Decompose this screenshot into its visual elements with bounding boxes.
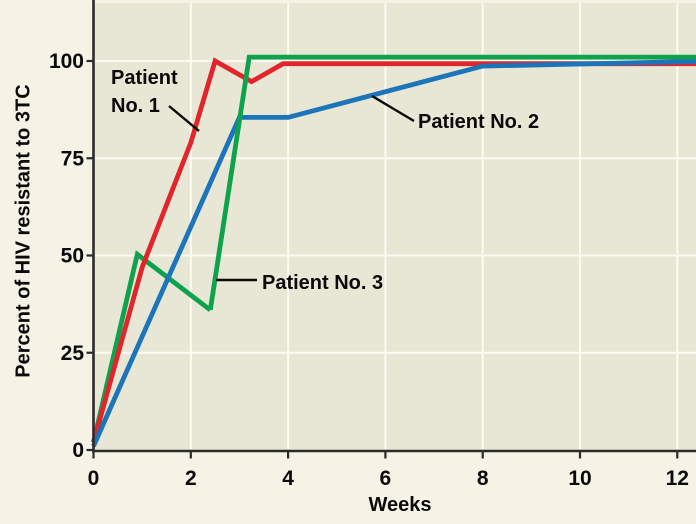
callout-line-2	[371, 94, 415, 123]
series-label-3: Patient No. 3	[262, 272, 384, 294]
y-axis-title: Percent of HIV resistant to 3TC	[12, 84, 35, 378]
x-tick-label: 2	[185, 467, 197, 490]
series-label-1: Patient No. 1	[111, 67, 178, 117]
y-tick-label: 100	[49, 50, 84, 73]
x-tick-label: 12	[666, 467, 689, 490]
series-line-patient-no-3	[207, 54, 696, 311]
x-axis-title: Weeks	[368, 494, 432, 516]
series-line-patient-no-2	[91, 59, 696, 448]
callout-line-1	[168, 105, 200, 132]
y-tick-label: 50	[61, 245, 84, 268]
y-tick-label: 0	[72, 439, 84, 462]
x-tick-label: 8	[477, 467, 489, 490]
series-line-patient-no-3	[91, 250, 212, 443]
plot-area	[94, 3, 696, 451]
x-tick-label: 6	[380, 467, 392, 490]
y-tick-label: 25	[61, 342, 85, 365]
series-line-patient-no-1	[91, 57, 696, 443]
x-tick-label: 4	[282, 467, 294, 490]
series-label-2: Patient No. 2	[418, 111, 540, 133]
x-tick-label: 0	[88, 467, 100, 490]
y-tick-label: 75	[61, 147, 85, 170]
x-tick-label: 10	[568, 467, 591, 490]
